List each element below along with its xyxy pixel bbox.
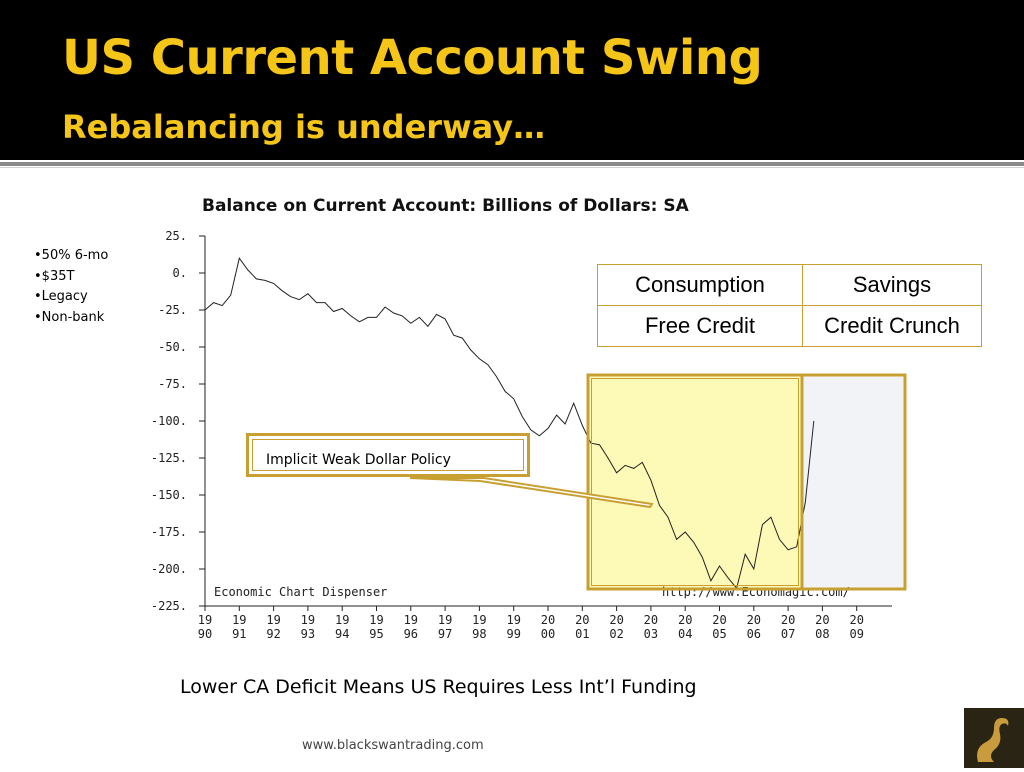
x-tick-label: 98 [472, 627, 486, 641]
bullet-item: •$35T [34, 268, 75, 284]
bullet-item: •50% 6-mo [34, 248, 109, 263]
table-cell: Savings [802, 264, 982, 306]
x-tick-label: 93 [301, 627, 315, 641]
footer-url: www.blackswantrading.com [302, 738, 484, 753]
callout-pointer [409, 477, 654, 509]
x-tick-label: 19 [266, 613, 280, 627]
x-tick-label: 20 [541, 613, 555, 627]
x-tick-label: 20 [575, 613, 589, 627]
x-tick-label: 99 [506, 627, 520, 641]
free-credit-highlight [588, 375, 802, 589]
x-tick-label: 19 [472, 613, 486, 627]
header-divider [0, 162, 1024, 166]
x-tick-label: 96 [404, 627, 418, 641]
credit-crunch-frame [800, 373, 907, 591]
x-tick-label: 05 [712, 627, 726, 641]
x-tick-label: 02 [609, 627, 623, 641]
y-axis: 25. 0. -25. -50. -75. -100. -125. -150. -175. -20… [151, 229, 206, 613]
x-tick-label: 95 [369, 627, 383, 641]
x-tick-label: 07 [781, 627, 795, 641]
y-tick-label: -150. [151, 488, 187, 502]
y-tick-label: -50. [158, 340, 187, 354]
x-tick-label: 08 [815, 627, 829, 641]
y-tick-label: -100. [151, 414, 187, 428]
x-tick-label: 04 [678, 627, 692, 641]
swan-icon [977, 718, 1009, 762]
x-tick-label: 19 [369, 613, 383, 627]
x-tick-label: 19 [301, 613, 315, 627]
y-tick-label: -25. [158, 303, 187, 317]
callout-box [246, 433, 530, 477]
x-tick-label: 92 [266, 627, 280, 641]
table-row: Free Credit Credit Crunch [597, 305, 982, 347]
x-tick-label: 03 [644, 627, 658, 641]
chart-title: Balance on Current Account: Billions of … [202, 196, 690, 216]
y-tick-label: -225. [151, 599, 187, 613]
x-tick-label: 09 [849, 627, 863, 641]
x-tick-label: 00 [541, 627, 555, 641]
x-tick-label: 94 [335, 627, 349, 641]
table-cell: Free Credit [597, 305, 803, 347]
x-tick-label: 06 [747, 627, 761, 641]
y-tick-label: -175. [151, 525, 187, 539]
x-tick-label: 19 [404, 613, 418, 627]
x-tick-label: 19 [438, 613, 452, 627]
x-tick-label: 97 [438, 627, 452, 641]
table-row: Consumption Savings [597, 264, 982, 306]
x-tick-label: 20 [781, 613, 795, 627]
credit-crunch-highlight [802, 375, 905, 589]
bullet-list: •50% 6-mo •$35T •Legacy •Non-bank [34, 246, 108, 328]
y-tick-label: -200. [151, 562, 187, 576]
slide-title: US Current Account Swing [62, 30, 763, 86]
bullet-item: •Legacy [34, 289, 88, 304]
slide-subtitle: Rebalancing is underway… [62, 108, 546, 146]
x-tick-label: 19 [198, 613, 212, 627]
x-tick-label: 20 [678, 613, 692, 627]
x-tick-label: 20 [815, 613, 829, 627]
table-cell: Consumption [597, 264, 803, 306]
x-tick-label: 01 [575, 627, 589, 641]
slide-header: US Current Account Swing Rebalancing is … [0, 0, 1024, 160]
x-tick-label: 19 [232, 613, 246, 627]
y-tick-label: 0. [173, 266, 187, 280]
x-tick-label: 91 [232, 627, 246, 641]
x-tick-label: 19 [506, 613, 520, 627]
x-tick-label: 20 [712, 613, 726, 627]
x-axis: 1990199119921993199419951996199719981999… [198, 605, 892, 641]
free-credit-frame-inner [591, 378, 799, 586]
x-tick-label: 20 [849, 613, 863, 627]
y-tick-label: -125. [151, 451, 187, 465]
bullet-item: •Non-bank [34, 309, 105, 325]
x-tick-label: 19 [335, 613, 349, 627]
y-tick-label: 25. [165, 229, 187, 243]
black-swan-logo-icon [964, 708, 1024, 768]
consumption-savings-table: Consumption Savings Free Credit Credit C… [597, 264, 982, 347]
x-tick-label: 20 [609, 613, 623, 627]
chart-source-left: Economic Chart Dispenser [214, 585, 387, 599]
y-tick-label: -75. [158, 377, 187, 391]
header-divider-thin [0, 167, 1024, 168]
x-tick-label: 90 [198, 627, 212, 641]
callout-text: Implicit Weak Dollar Policy [266, 452, 451, 468]
series-line [204, 257, 815, 590]
x-tick-label: 20 [747, 613, 761, 627]
table-cell: Credit Crunch [802, 305, 982, 347]
x-tick-label: 20 [644, 613, 658, 627]
slide-caption: Lower CA Deficit Means US Requires Less … [180, 676, 697, 698]
chart-source-right: http://www.Economagic.com/ [662, 585, 850, 599]
